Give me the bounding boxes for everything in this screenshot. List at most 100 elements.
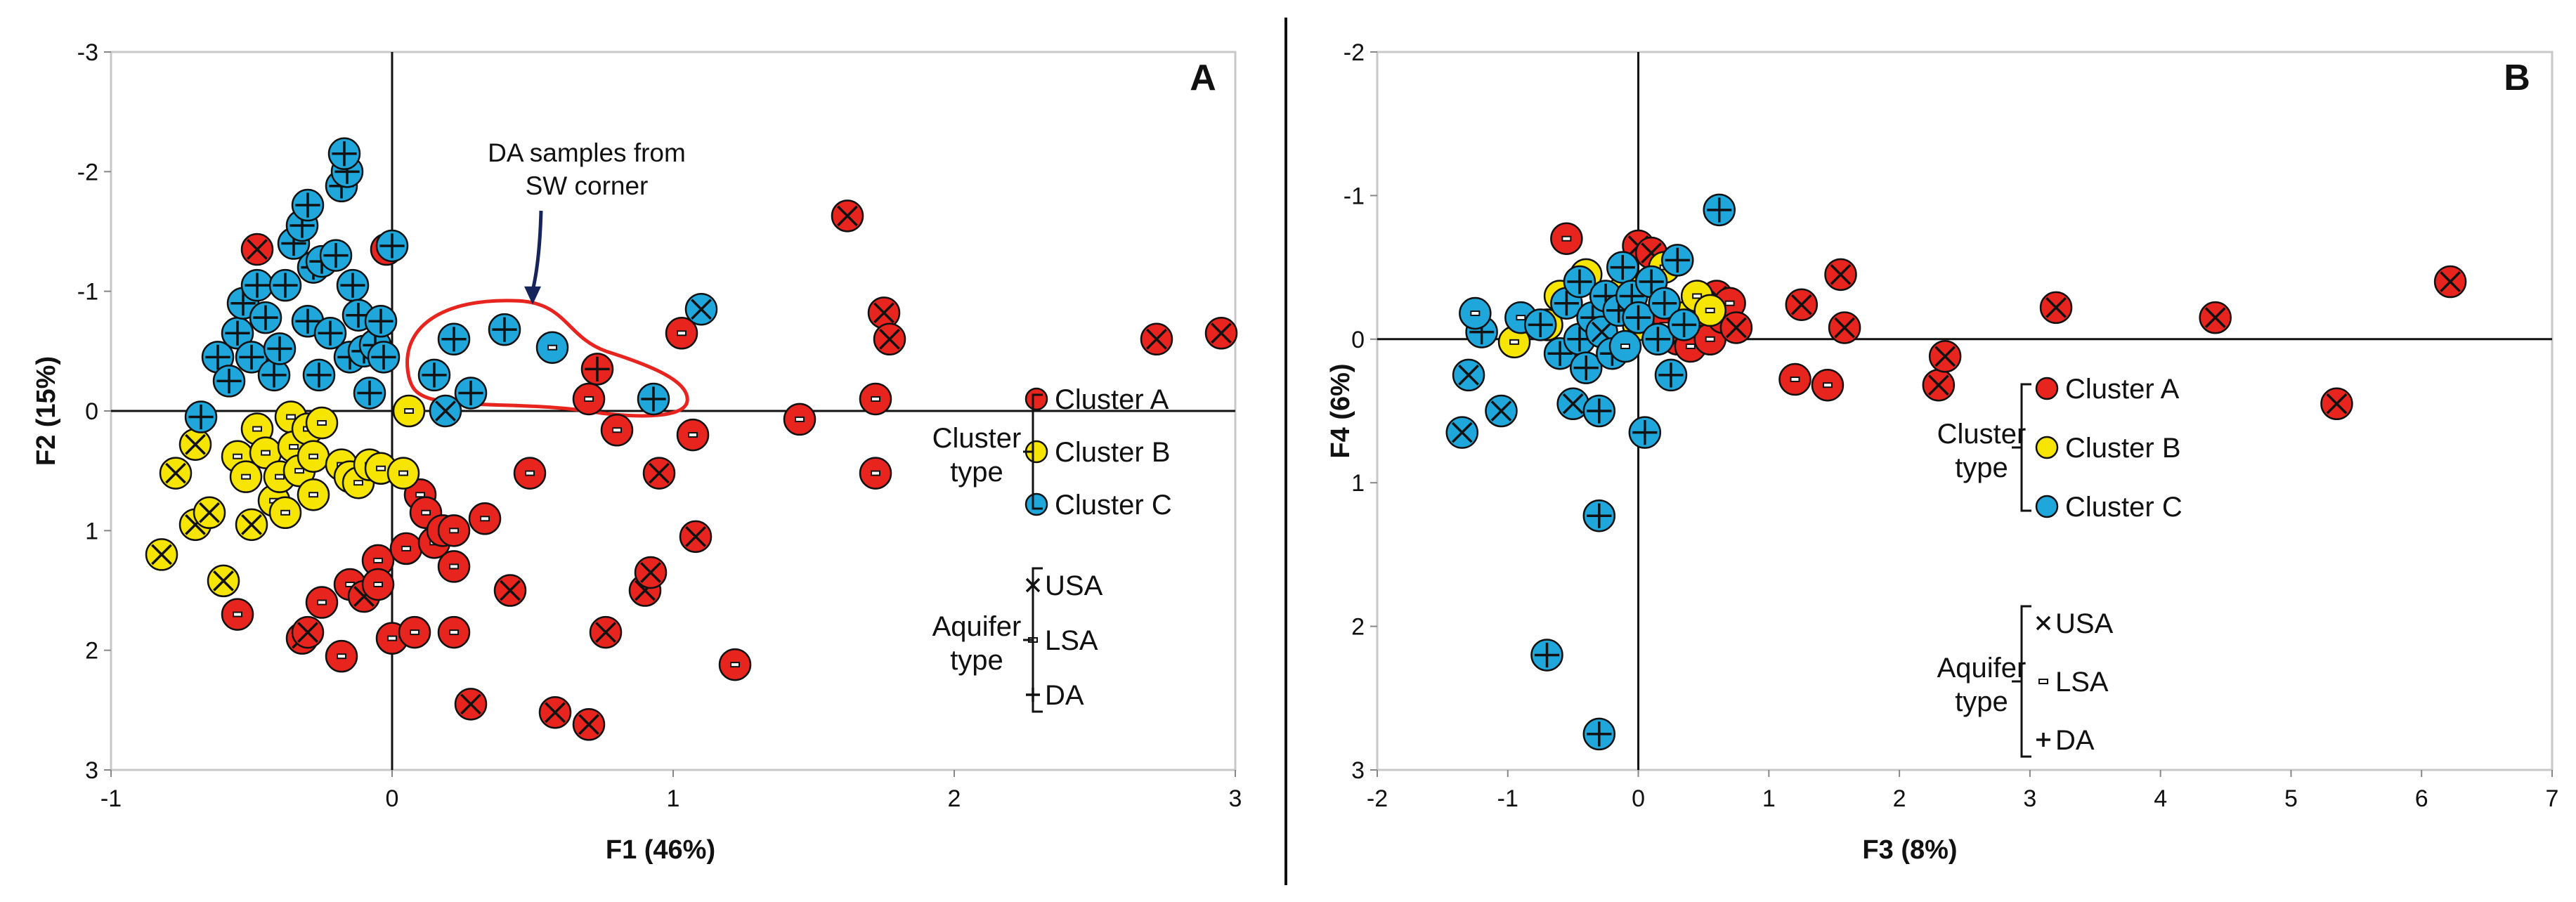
cluster-a-point: [240, 233, 274, 266]
cluster-c-point: [249, 301, 282, 334]
cluster-c-point: [319, 239, 353, 272]
cluster-c-point: [268, 268, 302, 302]
y-tick-label: 3: [85, 757, 98, 784]
legend-cluster-label: Cluster A: [2065, 374, 2180, 405]
cluster-c-point: [1563, 265, 1596, 299]
cluster-c-point: [1628, 416, 1662, 449]
cluster-a-point: [642, 457, 676, 490]
panel-b-chart: -2 -1 0 1 2 3 4 5 6 7 -2 -1 0 1 2 3 B F3 (8%) F4 (6%) C…: [1326, 39, 2558, 865]
legend-da-symbol: [2036, 733, 2050, 747]
y-tick-label: 0: [85, 398, 98, 425]
x-tick-label: -1: [1497, 785, 1518, 812]
y-tick-label: 2: [1351, 614, 1365, 641]
cluster-c-point: [1703, 193, 1736, 227]
cluster-c-point: [336, 268, 370, 302]
y-tick-label: -2: [1344, 39, 1365, 66]
panel-b-points: [1445, 193, 2467, 751]
cluster-a-point: [572, 382, 606, 416]
cluster-c-point: [535, 331, 569, 364]
legend-usa-symbol: [2036, 615, 2051, 631]
cluster-a-point: [437, 615, 471, 649]
cluster-b-point: [207, 564, 240, 598]
cluster-a-point: [468, 502, 502, 535]
cluster-c-point: [353, 377, 386, 410]
cluster-a-point: [2433, 265, 2467, 299]
cluster-b-point: [297, 478, 330, 511]
y-tick-label: -1: [77, 279, 98, 306]
x-tick-label: 2: [1893, 785, 1906, 812]
cluster-c-point: [1459, 296, 1492, 330]
cluster-a-point: [859, 382, 892, 416]
legend-aquifer-label: LSA: [2055, 667, 2109, 698]
cluster-a-point: [513, 457, 547, 490]
legend-swatch: [2035, 436, 2059, 459]
cluster-a-point: [676, 418, 710, 452]
cluster-a-point: [867, 296, 901, 329]
y-tick-label: -3: [77, 39, 98, 66]
legend-cluster-label: Cluster A: [1055, 384, 1169, 415]
panel-b-plot-border: [1376, 51, 2554, 771]
legend-aquifer-title: Aquifer: [1937, 653, 2027, 684]
legend-cluster-title: type: [1955, 452, 2008, 483]
legend-aquifer-label: DA: [2055, 725, 2095, 756]
legend-cluster-label: Cluster C: [2065, 492, 2183, 523]
cluster-c-point: [302, 358, 336, 392]
cluster-c-point: [1606, 251, 1639, 284]
cluster-c-point: [1530, 639, 1563, 672]
x-tick-label: 3: [1229, 785, 1242, 812]
cluster-c-point: [1452, 358, 1485, 392]
cluster-c-point: [1485, 394, 1518, 428]
y-tick-label: -1: [1344, 183, 1365, 209]
cluster-c-point: [684, 292, 718, 326]
cluster-b-point: [297, 440, 330, 473]
panel-a-label: A: [1190, 58, 1216, 98]
cluster-c-point: [257, 358, 291, 392]
cluster-c-point: [429, 394, 462, 428]
cluster-a-point: [1922, 368, 1956, 402]
cluster-a-point: [437, 514, 471, 547]
panel-a-chart: -1 0 1 2 3 -3 -2 -1 0 1 2 3 DA samples from SW corn…: [32, 39, 1242, 865]
cluster-a-point: [398, 615, 431, 649]
cluster-a-point: [1828, 311, 1861, 344]
cluster-c-point: [375, 229, 409, 263]
legend-aquifer-title: Aquifer: [932, 611, 1022, 642]
legend-aquifer-title: type: [950, 645, 1003, 676]
cluster-c-point: [417, 358, 451, 392]
cluster-a-point: [1778, 362, 1811, 396]
cluster-a-point: [600, 414, 634, 447]
legend-swatch: [2035, 377, 2059, 400]
legend-bracket: [2012, 383, 2031, 512]
cluster-b-point: [1693, 294, 1726, 327]
cluster-a-point: [1811, 368, 1845, 402]
cluster-a-point: [718, 648, 752, 681]
cluster-c-point: [1582, 717, 1616, 751]
cluster-c-point: [367, 341, 401, 374]
cluster-c-point: [291, 188, 325, 222]
cluster-a-point: [1785, 288, 1819, 321]
x-tick-label: 6: [2415, 785, 2428, 812]
panel-a-annotation: DA samples from SW corner: [405, 138, 689, 418]
x-tick-label: -2: [1367, 785, 1388, 812]
panel-a-tick-labels: -1 0 1 2 3 -3 -2 -1 0 1 2 3: [77, 39, 1242, 812]
legend-lsa-symbol: [2038, 679, 2048, 684]
cluster-c-point: [201, 341, 235, 374]
cluster-b-point: [159, 457, 193, 490]
legend-cluster-label: Cluster B: [1055, 437, 1171, 468]
x-tick-label: 0: [1632, 785, 1645, 812]
legend-bracket: [2012, 605, 2031, 758]
cluster-a-point: [572, 708, 606, 741]
cluster-a-point: [1204, 317, 1238, 350]
legend-swatch: [1024, 492, 1048, 516]
y-tick-label: 2: [85, 638, 98, 665]
annotation-arrowhead: [524, 286, 541, 305]
cluster-a-point: [873, 322, 906, 356]
cluster-a-point: [859, 457, 892, 490]
cluster-c-point: [313, 317, 347, 350]
legend-aquifer-label: LSA: [1045, 625, 1098, 656]
cluster-c-point: [1445, 416, 1479, 449]
cluster-c-point: [1622, 301, 1655, 334]
cluster-c-point: [437, 322, 471, 356]
legend-cluster-title: Cluster: [1937, 419, 2027, 450]
cluster-c-point: [1641, 322, 1674, 356]
